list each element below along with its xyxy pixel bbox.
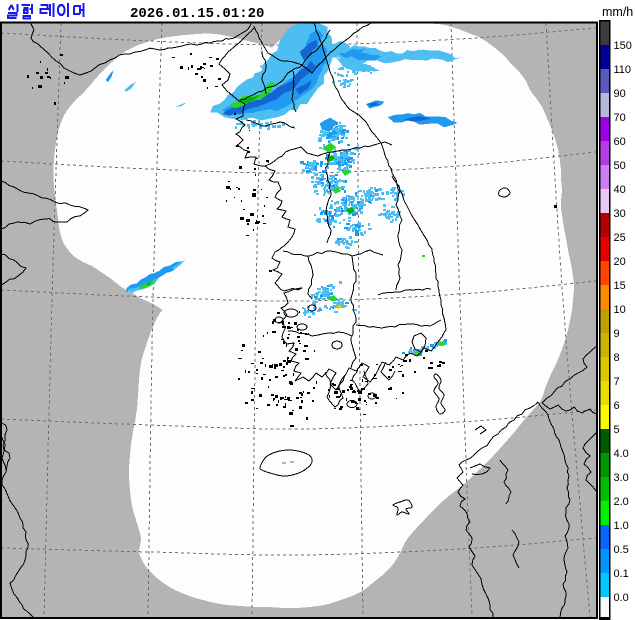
svg-text:0.0: 0.0: [614, 592, 629, 604]
svg-text:1.0: 1.0: [614, 520, 629, 532]
svg-text:3.0: 3.0: [614, 472, 629, 484]
svg-text:90: 90: [614, 88, 626, 100]
svg-text:0.1: 0.1: [614, 568, 629, 580]
svg-text:4.0: 4.0: [614, 448, 629, 460]
svg-text:15: 15: [614, 280, 626, 292]
svg-text:6: 6: [614, 400, 620, 412]
svg-text:9: 9: [614, 328, 620, 340]
svg-text:7: 7: [614, 376, 620, 388]
svg-text:0.5: 0.5: [614, 544, 629, 556]
svg-text:30: 30: [614, 208, 626, 220]
svg-text:2026.01.15.01:20: 2026.01.15.01:20: [130, 6, 264, 22]
svg-text:8: 8: [614, 352, 620, 364]
svg-text:20: 20: [614, 256, 626, 268]
svg-text:110: 110: [614, 64, 632, 76]
svg-text:10: 10: [614, 304, 626, 316]
svg-text:150: 150: [614, 40, 632, 52]
svg-text:70: 70: [614, 112, 626, 124]
svg-text:60: 60: [614, 136, 626, 148]
svg-text:25: 25: [614, 232, 626, 244]
svg-text:2.0: 2.0: [614, 496, 629, 508]
svg-text:50: 50: [614, 160, 626, 172]
svg-text:5: 5: [614, 424, 620, 436]
svg-text:mm/h: mm/h: [602, 5, 633, 19]
svg-text:40: 40: [614, 184, 626, 196]
